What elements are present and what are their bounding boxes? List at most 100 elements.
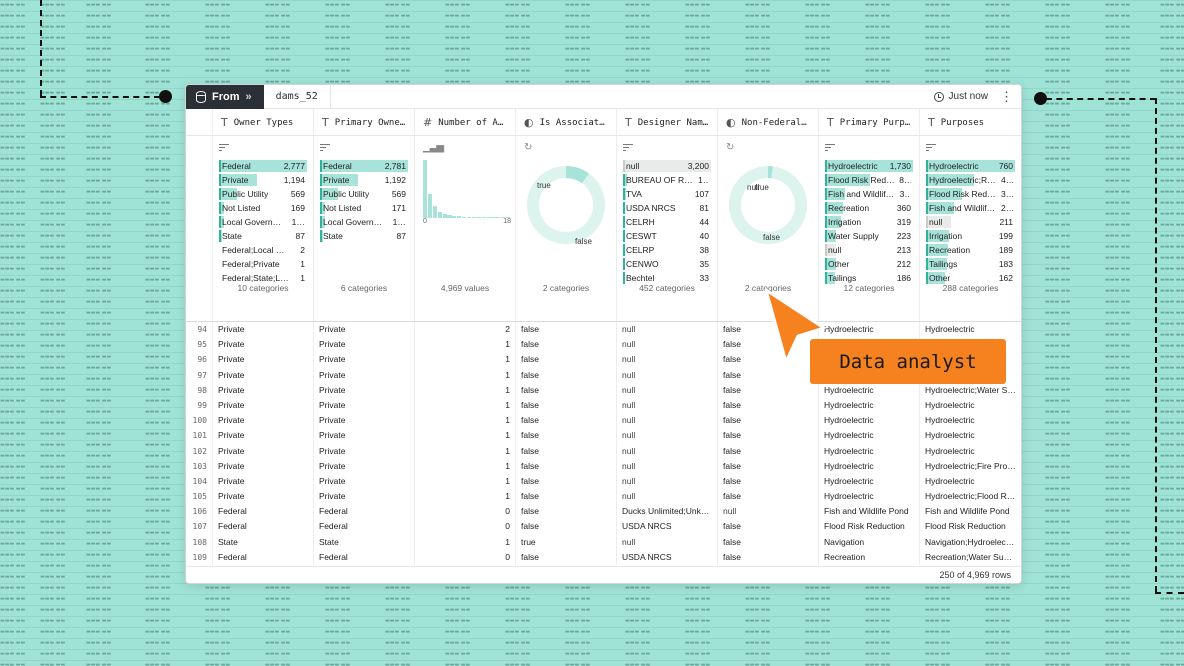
category-item[interactable]: State 87 (320, 229, 408, 243)
category-item[interactable]: Not Listed 169 (219, 201, 307, 215)
table-cell[interactable]: null (617, 337, 718, 353)
table-cell[interactable]: Hydroelectric (819, 473, 920, 490)
kebab-menu-icon[interactable]: ⋮ (1000, 89, 1013, 104)
category-item[interactable]: Public Utility 569 (320, 187, 408, 201)
table-cell[interactable]: false (718, 397, 819, 414)
table-cell[interactable]: Fish and Wildlife Pond (819, 504, 920, 520)
table-cell[interactable]: 1 (415, 489, 516, 505)
table-cell[interactable]: 2 (415, 322, 516, 338)
category-item[interactable]: Not Listed 171 (320, 201, 408, 215)
table-cell[interactable]: Private (213, 489, 314, 505)
category-item[interactable]: Recreation 189 (926, 243, 1015, 257)
table-row[interactable]: 98 Private Private 1 false null false Hydroelec… (186, 382, 1021, 398)
filter-icon[interactable] (825, 144, 835, 153)
column-header[interactable]: # Number of Associated Structures (415, 109, 516, 135)
table-cell[interactable]: Private (314, 458, 415, 474)
category-item[interactable]: Flood Risk Reduction888 (825, 173, 913, 187)
table-cell[interactable]: Fish and Wildlife Pond (925, 506, 1010, 517)
table-cell[interactable]: Navigation;Hydroelectric (925, 536, 1018, 547)
table-row[interactable]: 94 Private Private 2 false null false Hydroelec… (186, 322, 1021, 338)
table-cell[interactable]: null (617, 322, 718, 338)
table-cell[interactable]: State (314, 534, 415, 550)
table-cell[interactable]: Private (213, 367, 314, 383)
table-cell[interactable]: false (516, 382, 617, 398)
table-cell[interactable]: null (617, 428, 718, 444)
table-row[interactable]: 103 Private Private 1 false null false Hydroele… (186, 458, 1021, 474)
table-cell[interactable]: false (516, 443, 617, 459)
table-cell[interactable]: 1 (415, 397, 516, 414)
table-cell[interactable]: USDA NRCS (617, 519, 718, 535)
category-item[interactable]: Irrigation 199 (926, 229, 1015, 243)
table-cell[interactable]: 1 (415, 534, 516, 550)
category-item[interactable]: Fish and Wildlife Pond 241 (926, 201, 1015, 215)
table-cell[interactable]: Hydroelectric (819, 413, 920, 429)
table-row[interactable]: 109 Federal Federal 0 false USDA NRCS false Rec… (186, 549, 1021, 565)
table-cell[interactable]: Ducks Unlimited;Unknown (617, 504, 718, 520)
category-item[interactable]: State 87 (219, 229, 307, 243)
table-cell[interactable]: false (718, 473, 819, 490)
table-cell[interactable]: null (617, 352, 718, 368)
table-cell[interactable]: Hydroelectric (819, 489, 920, 505)
category-item[interactable]: Federal 2,777 (219, 159, 307, 173)
category-item[interactable]: Tailings 186 (825, 271, 913, 285)
table-cell[interactable]: false (718, 519, 819, 535)
table-row[interactable]: 104 Private Private 1 false null false Hydroele… (186, 473, 1021, 490)
table-cell[interactable]: null (617, 534, 718, 550)
table-row[interactable]: 101 Private Private 1 false null false Hydroele… (186, 428, 1021, 444)
category-item[interactable]: Local Government 168 (219, 215, 307, 229)
column-header[interactable]: T Purposes (920, 109, 1021, 135)
filter-icon[interactable] (623, 144, 633, 153)
table-cell[interactable]: Federal (213, 519, 314, 535)
table-cell[interactable]: false (516, 322, 617, 338)
table-cell[interactable]: Recreation;Water Supply (925, 551, 1020, 562)
table-cell[interactable]: Hydroelectric;Flood Risk Reduction (925, 491, 1021, 502)
table-cell[interactable]: 1 (415, 428, 516, 444)
table-cell[interactable]: false (516, 519, 617, 535)
category-item[interactable]: Flood Risk Reduction 301 (926, 187, 1015, 201)
table-cell[interactable]: false (516, 549, 617, 565)
table-cell[interactable]: Private (213, 458, 314, 474)
category-item[interactable]: Private 1,194 (219, 173, 307, 187)
table-row[interactable]: 99 Private Private 1 false null false Hydroelec… (186, 397, 1021, 414)
table-cell[interactable]: Private (314, 352, 415, 368)
table-cell[interactable]: Private (314, 413, 415, 429)
category-item[interactable]: Other 212 (825, 257, 913, 271)
table-cell[interactable]: false (718, 458, 819, 474)
table-cell[interactable]: Private (213, 473, 314, 490)
table-cell[interactable]: Hydroelectric (925, 324, 975, 334)
table-cell[interactable]: Private (213, 352, 314, 368)
filter-icon[interactable] (926, 144, 936, 153)
table-cell[interactable]: Hydroelectric (819, 397, 920, 414)
column-header[interactable]: T Owner Types (213, 109, 314, 135)
category-item[interactable]: Private 1,192 (320, 173, 408, 187)
category-item[interactable]: Federal 2,781 (320, 159, 408, 173)
table-name-tab[interactable]: dams_52 (264, 85, 331, 109)
table-cell[interactable]: Hydroelectric (925, 445, 975, 456)
table-cell[interactable]: Federal (314, 519, 415, 535)
table-cell[interactable]: null (617, 489, 718, 505)
table-cell[interactable]: Private (213, 443, 314, 459)
table-cell[interactable]: Private (314, 443, 415, 459)
table-row[interactable]: 105 Private Private 1 false null false Hydroele… (186, 489, 1021, 505)
table-cell[interactable]: 0 (415, 549, 516, 565)
table-cell[interactable]: false (516, 428, 617, 444)
category-item[interactable]: Federal;Private 1 (219, 257, 307, 271)
table-row[interactable]: 102 Private Private 1 false null false Hydroele… (186, 443, 1021, 459)
table-cell[interactable]: Private (314, 367, 415, 383)
table-cell[interactable]: Private (314, 337, 415, 353)
table-cell[interactable]: Private (314, 489, 415, 505)
table-cell[interactable]: false (516, 352, 617, 368)
table-cell[interactable]: false (516, 489, 617, 505)
table-cell[interactable]: 1 (415, 337, 516, 353)
table-cell[interactable]: false (516, 458, 617, 474)
table-cell[interactable]: false (718, 413, 819, 429)
category-item[interactable]: TVA 107 (623, 187, 711, 201)
category-item[interactable]: Fish and Wildlife Pond397 (825, 187, 913, 201)
table-cell[interactable]: null (617, 413, 718, 429)
refresh-status[interactable]: Just now (933, 91, 996, 102)
table-cell[interactable]: false (516, 504, 617, 520)
table-cell[interactable]: Private (314, 322, 415, 338)
category-item[interactable]: Other 162 (926, 271, 1015, 285)
table-cell[interactable]: Federal (213, 504, 314, 520)
table-cell[interactable]: 1 (415, 473, 516, 490)
